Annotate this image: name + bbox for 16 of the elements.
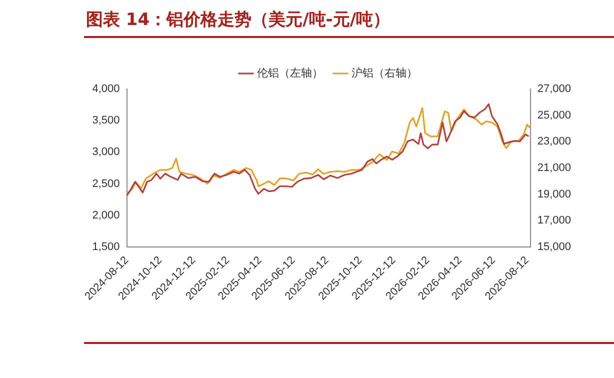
- y2-tick-label: 17,000: [537, 214, 572, 227]
- chart-title: 图表 14：铝价格走势（美元/吨-元/吨）: [86, 9, 390, 31]
- y-tick-label: 1,500: [92, 240, 120, 253]
- y2-tick-label: 25,000: [537, 109, 572, 122]
- legend-label: 沪铝（右轴）: [352, 66, 418, 80]
- y2-tick-label: 27,000: [537, 83, 572, 96]
- y2-tick-label: 21,000: [537, 162, 572, 174]
- y-tick-label: 3,500: [92, 114, 120, 127]
- y-tick-label: 2,500: [92, 178, 120, 190]
- legend-label: 伦铝（左轴）: [257, 66, 323, 80]
- y2-tick-label: 15,000: [537, 240, 572, 253]
- y-tick-label: 2,000: [92, 209, 120, 222]
- y2-tick-label: 19,000: [537, 188, 572, 200]
- y-tick-label: 4,000: [92, 83, 120, 96]
- y2-tick-label: 23,000: [537, 136, 572, 148]
- y-tick-label: 3,000: [92, 146, 120, 158]
